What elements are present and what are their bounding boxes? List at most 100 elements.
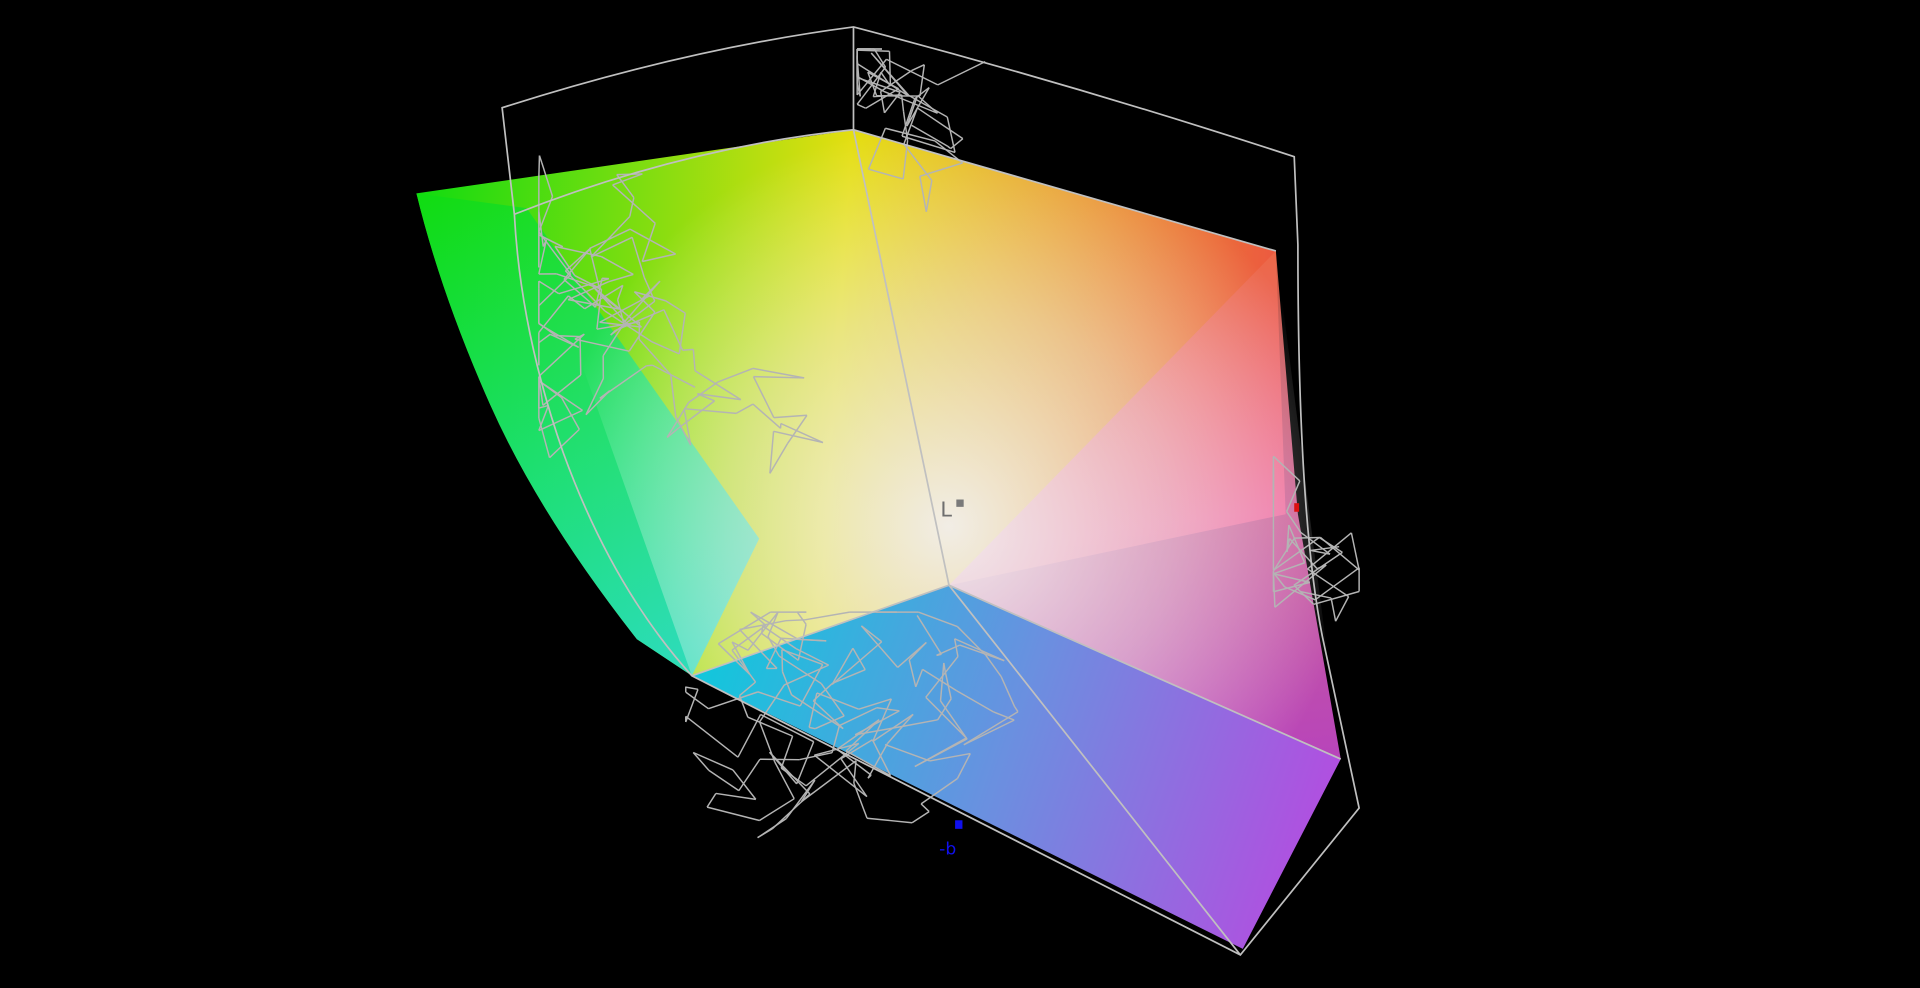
mesh-edge [670, 374, 677, 417]
axis-a-marker [1294, 503, 1300, 512]
mesh-edge [871, 739, 892, 777]
mesh-edge [840, 758, 868, 798]
mesh-edge [886, 58, 939, 86]
mesh-edge [633, 291, 656, 313]
mesh-edge [538, 404, 549, 409]
mesh-edge [1330, 597, 1337, 622]
mesh-edge [920, 803, 930, 813]
mesh-edge [916, 107, 964, 140]
mesh-edge [854, 710, 900, 736]
mesh-edge [685, 689, 699, 723]
mesh-edge [880, 69, 913, 93]
mesh-edge [858, 698, 892, 710]
mesh-edge [760, 713, 815, 743]
gamut-bottom-face [691, 585, 1341, 949]
mesh-edge [856, 103, 867, 109]
mesh-edge [963, 711, 1019, 746]
mesh-edge [692, 752, 710, 771]
mesh-edge [732, 769, 757, 800]
mesh-edge [538, 280, 560, 295]
mesh-edge [879, 91, 886, 113]
mesh-edge [538, 239, 548, 275]
gamut-solid [416, 129, 1341, 949]
mesh-edge [574, 274, 600, 289]
mesh-edge [585, 378, 604, 416]
mesh-edge [804, 611, 850, 621]
mesh-edge [692, 751, 734, 771]
mesh-edge [1313, 590, 1360, 606]
mesh-edge [925, 696, 968, 740]
mesh-edge [865, 88, 900, 109]
mesh-edge [1272, 537, 1296, 572]
mesh-edge [831, 647, 854, 685]
mesh-edge [920, 777, 958, 805]
mesh-edge [538, 333, 551, 344]
mesh-edge [808, 692, 818, 728]
mesh-edge [666, 427, 679, 438]
mesh-edge [731, 624, 767, 651]
mesh-edge [781, 648, 823, 666]
mesh-edge [900, 94, 905, 112]
axis-L: L [940, 498, 964, 522]
mesh-edge [739, 629, 778, 669]
mesh-edge [739, 619, 787, 631]
mesh-edge [615, 309, 665, 332]
mesh-edge [1316, 564, 1327, 570]
mesh-edge [634, 291, 667, 302]
mesh-edge [1288, 538, 1318, 570]
mesh-edge [956, 690, 994, 713]
mesh-edge [717, 611, 771, 645]
mesh-edge [759, 798, 795, 822]
axis-b: -b [939, 820, 963, 860]
mesh-edge [937, 698, 952, 721]
mesh-edge [985, 654, 1002, 677]
mesh-edge [767, 611, 779, 637]
mesh-edge [1272, 536, 1320, 571]
mesh-edge [692, 349, 696, 371]
mesh-edge [886, 713, 914, 744]
mesh-edge [1274, 564, 1327, 608]
mesh-edge [901, 719, 938, 728]
mesh-edge [797, 624, 807, 661]
mesh-edge [947, 145, 952, 150]
mesh-edge [697, 393, 741, 401]
mesh-edge [564, 270, 606, 312]
mesh-edge [795, 647, 829, 666]
mesh-edge [706, 793, 717, 808]
mesh-edge [799, 751, 833, 761]
mesh-edge [919, 162, 963, 177]
mesh-edge [538, 211, 544, 247]
mesh-edge [735, 403, 754, 415]
mesh-edge [678, 312, 686, 354]
mesh-edge [684, 407, 737, 415]
mesh-edge [549, 428, 580, 459]
mesh-edge [538, 376, 544, 406]
mesh-edge [761, 632, 799, 661]
mesh-edge [867, 743, 889, 779]
axis-L-marker [956, 499, 964, 507]
mesh-edge [555, 334, 581, 338]
mesh-edge [901, 98, 916, 137]
mesh-edge [1350, 532, 1360, 571]
mesh-edge [652, 364, 696, 388]
wireframe-mesh [538, 48, 1360, 839]
mesh-edge [902, 140, 909, 180]
mesh-edge [832, 669, 866, 684]
mesh-edge [542, 374, 582, 406]
mesh-edge [563, 278, 591, 303]
mesh-edge [758, 684, 785, 723]
mesh-edge [853, 760, 857, 784]
mesh-edge [694, 370, 742, 401]
mesh-edge [628, 311, 656, 352]
mesh-edge [950, 138, 964, 150]
mesh-edge [944, 670, 952, 699]
mesh-edge [747, 716, 793, 737]
mesh-edge [538, 409, 583, 432]
mesh-edge [752, 376, 775, 418]
mesh-edge [538, 274, 572, 307]
mesh-edge [590, 216, 631, 258]
mesh-edge [1013, 706, 1019, 713]
mesh-edge [717, 367, 754, 383]
mesh-edge [814, 715, 845, 730]
